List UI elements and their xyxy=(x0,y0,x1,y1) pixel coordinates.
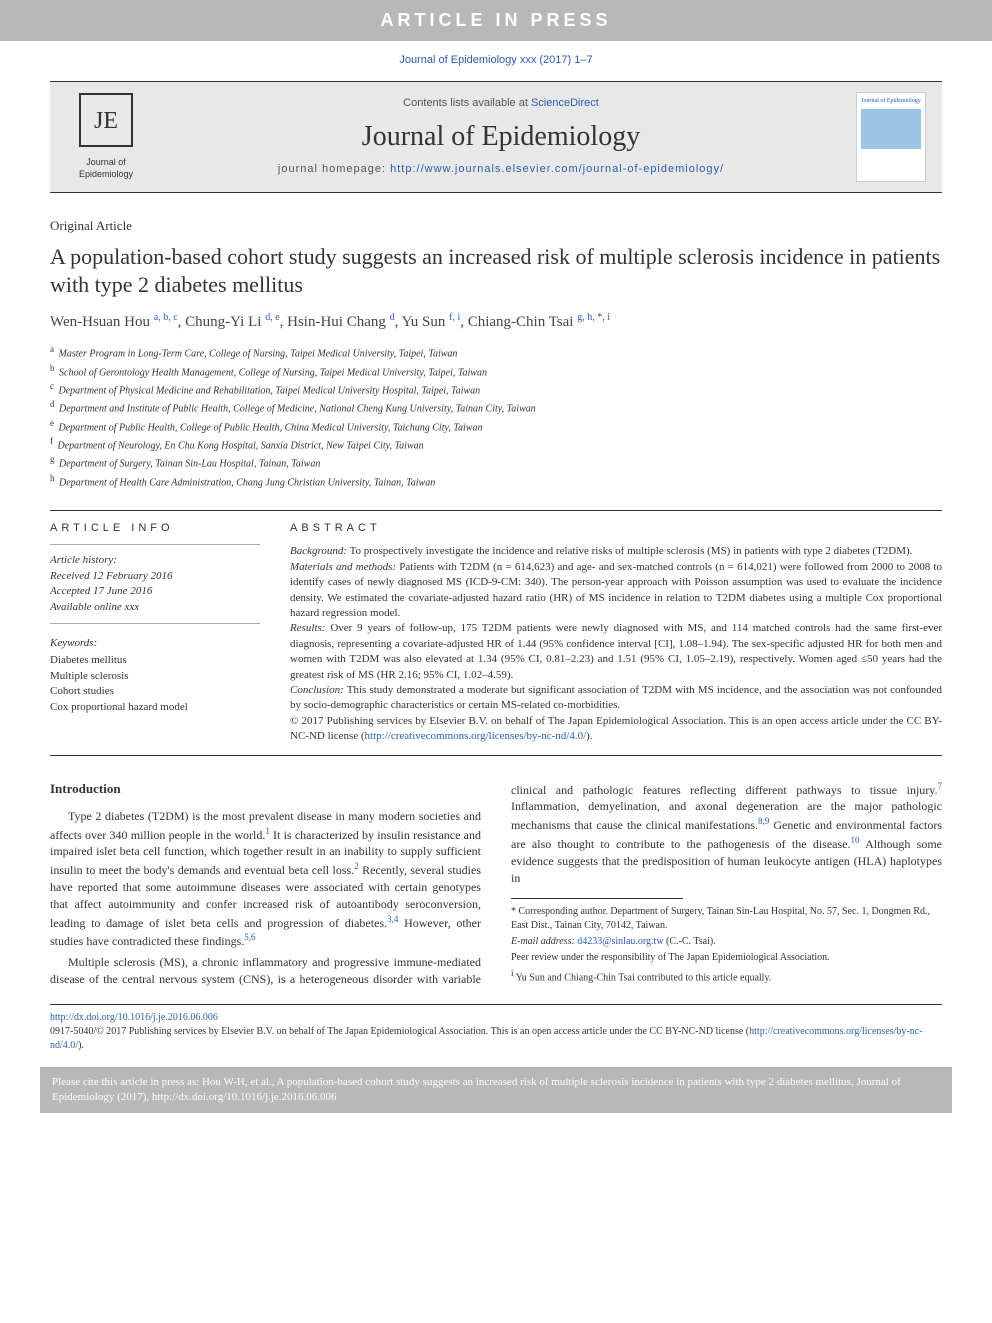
ref-8-9[interactable]: 8,9 xyxy=(758,816,769,826)
keywords-heading: Keywords: xyxy=(50,636,260,651)
article-type: Original Article xyxy=(50,217,942,235)
info-abstract-section: ARTICLE INFO Article history: Received 1… xyxy=(50,510,942,755)
footnote-separator xyxy=(511,898,683,899)
ref-7[interactable]: 7 xyxy=(938,781,943,791)
article-in-press-banner: ARTICLE IN PRESS xyxy=(0,0,992,41)
email-line: E-mail address: d4233@sinlau.org.tw (C.-… xyxy=(511,935,942,949)
doi-link[interactable]: http://dx.doi.org/10.1016/j.je.2016.06.0… xyxy=(50,1012,218,1023)
logo-caption: Journal of Epidemiology xyxy=(66,156,146,181)
author-list: Wen-Hsuan Hou a, b, c, Chung-Yi Li d, e,… xyxy=(50,310,942,334)
keywords-list: Diabetes mellitusMultiple sclerosisCohor… xyxy=(50,653,260,715)
abstract-conclusion: Conclusion: This study demonstrated a mo… xyxy=(290,683,942,714)
masthead-center: Contents lists available at ScienceDirec… xyxy=(162,96,840,178)
corresponding-author: * Corresponding author. Department of Su… xyxy=(511,905,942,933)
journal-cover-thumbnail: Journal of Epidemiology xyxy=(856,92,926,182)
keywords-block: Keywords: Diabetes mellitusMultiple scle… xyxy=(50,636,260,715)
abstract-copyright: © 2017 Publishing services by Elsevier B… xyxy=(290,714,942,745)
equal-contribution-note: i Yu Sun and Chiang-Chin Tsai contribute… xyxy=(511,967,942,985)
cc-license-link[interactable]: http://creativecommons.org/licenses/by-n… xyxy=(365,730,587,742)
abstract-column: ABSTRACT Background: To prospectively in… xyxy=(290,511,942,754)
footnotes: * Corresponding author. Department of Su… xyxy=(511,905,942,985)
homepage-prefix: journal homepage: xyxy=(278,163,390,175)
article-info-head: ARTICLE INFO xyxy=(50,521,260,536)
copyright-line: 0917-5040/© 2017 Publishing services by … xyxy=(50,1025,942,1053)
ref-3-4[interactable]: 3,4 xyxy=(387,914,398,924)
sciencedirect-line: Contents lists available at ScienceDirec… xyxy=(162,96,840,111)
abstract-head: ABSTRACT xyxy=(290,521,942,536)
article-body: Introduction Type 2 diabetes (T2DM) is t… xyxy=(50,780,942,988)
citation-box: Please cite this article in press as: Ho… xyxy=(40,1067,952,1114)
peer-review-note: Peer review under the responsibility of … xyxy=(511,951,942,965)
history-received: Received 12 February 2016 xyxy=(50,569,260,584)
je-logo-icon: JE xyxy=(78,92,134,148)
sd-prefix: Contents lists available at xyxy=(403,97,531,109)
abstract-results: Results: Over 9 years of follow-up, 175 … xyxy=(290,621,942,683)
history-heading: Article history: xyxy=(50,553,260,568)
cover-graphic xyxy=(861,109,921,149)
email-link[interactable]: d4233@sinlau.org.tw xyxy=(577,936,663,947)
svg-text:JE: JE xyxy=(94,108,118,134)
cover-title: Journal of Epidemiology xyxy=(861,97,921,105)
journal-masthead: JE Journal of Epidemiology Contents list… xyxy=(50,81,942,193)
history-accepted: Accepted 17 June 2016 xyxy=(50,584,260,599)
sciencedirect-link[interactable]: ScienceDirect xyxy=(531,97,599,109)
introduction-heading: Introduction xyxy=(50,780,481,798)
article-info-column: ARTICLE INFO Article history: Received 1… xyxy=(50,511,260,754)
homepage-link[interactable]: http://www.journals.elsevier.com/journal… xyxy=(390,163,724,175)
doi-copyright-block: http://dx.doi.org/10.1016/j.je.2016.06.0… xyxy=(50,1004,942,1053)
page-content: Journal of Epidemiology xxx (2017) 1–7 J… xyxy=(0,41,992,1053)
history-online: Available online xxx xyxy=(50,600,260,615)
journal-title: Journal of Epidemiology xyxy=(162,117,840,156)
intro-para-1: Type 2 diabetes (T2DM) is the most preva… xyxy=(50,808,481,950)
article-history: Article history: Received 12 February 20… xyxy=(50,544,260,624)
affiliations: a Master Program in Long-Term Care, Coll… xyxy=(50,343,942,490)
homepage-line: journal homepage: http://www.journals.el… xyxy=(162,162,840,177)
journal-reference: Journal of Epidemiology xxx (2017) 1–7 xyxy=(50,41,942,80)
journal-logo: JE Journal of Epidemiology xyxy=(66,92,146,180)
ref-5-6[interactable]: 5,6 xyxy=(244,932,255,942)
article-title: A population-based cohort study suggests… xyxy=(50,243,942,300)
abstract-methods: Materials and methods: Patients with T2D… xyxy=(290,560,942,622)
abstract-background: Background: To prospectively investigate… xyxy=(290,544,942,559)
